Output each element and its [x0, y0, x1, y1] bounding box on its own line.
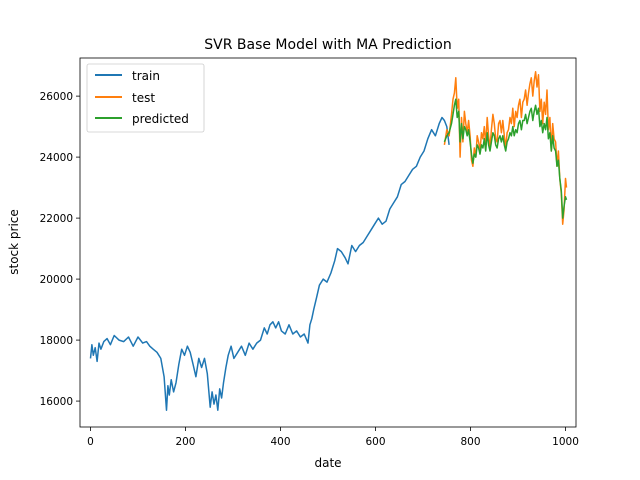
- x-tick-label: 800: [461, 436, 481, 448]
- legend-label-test: test: [132, 91, 155, 105]
- legend-label-predicted: predicted: [132, 112, 189, 126]
- x-tick-label: 600: [365, 436, 385, 448]
- legend-label-train: train: [132, 69, 160, 83]
- plot-frame: [79, 57, 577, 428]
- y-tick-label: 26000: [40, 91, 73, 103]
- x-tick-label: 1000: [552, 436, 579, 448]
- x-tick-label: 400: [270, 436, 290, 448]
- series-line-train: [89, 116, 450, 411]
- y-tick-label: 22000: [40, 213, 73, 225]
- x-tick-label: 200: [175, 436, 195, 448]
- y-axis: 16000 18000 20000 22000 24000 26000: [40, 91, 80, 408]
- y-tick-label: 16000: [40, 396, 73, 408]
- x-axis-label: date: [314, 456, 341, 470]
- legend: train test predicted: [86, 63, 205, 133]
- y-tick-label: 24000: [40, 152, 73, 164]
- y-tick-label: 18000: [40, 335, 73, 347]
- legend-box: [86, 63, 205, 133]
- y-axis-label: stock price: [7, 209, 21, 275]
- x-tick-label: 0: [87, 436, 94, 448]
- chart-title: SVR Base Model with MA Prediction: [204, 37, 451, 53]
- series-line-predicted: [443, 98, 568, 219]
- y-tick-label: 20000: [40, 274, 73, 286]
- x-axis: 0 200 400 600 800 1000: [87, 427, 579, 448]
- series-layer: [89, 70, 568, 411]
